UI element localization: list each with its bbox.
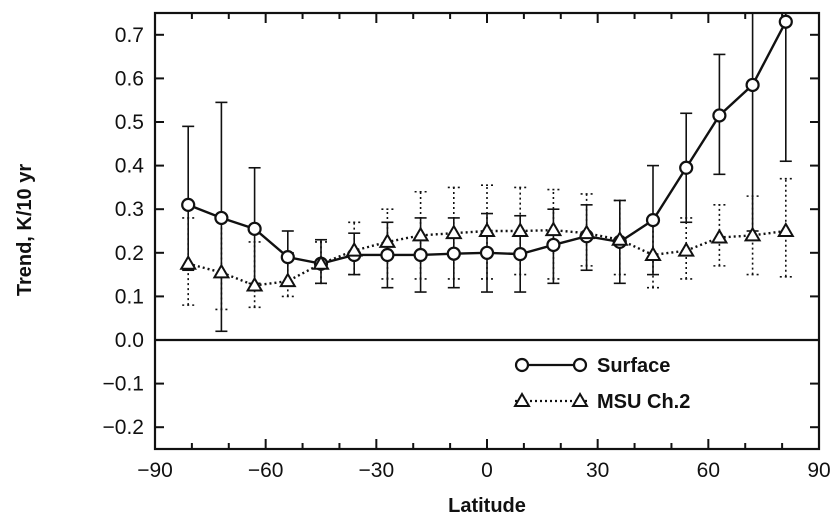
- surface-data-point: [280, 250, 295, 265]
- msu-data-point: [511, 222, 529, 237]
- y-axis-title: Trend, K/10 yr: [14, 164, 36, 296]
- msu-data-point: [577, 224, 596, 240]
- msu-data-point: [611, 230, 629, 246]
- msu-data-point: [312, 254, 330, 270]
- surface-data-point: [513, 247, 528, 262]
- legend-surface-marker-left: [514, 357, 530, 373]
- y-tick-label: 0.7: [115, 24, 144, 47]
- x-tick-label: −60: [248, 459, 284, 482]
- msu-data-point: [179, 254, 197, 270]
- surface-data-point: [247, 221, 262, 236]
- y-tick-label: −0.2: [103, 416, 144, 439]
- surface-data-point: [645, 213, 661, 228]
- surface-data-point: [181, 197, 196, 212]
- surface-data-point: [413, 247, 428, 263]
- y-tick-label: 0.2: [115, 242, 144, 265]
- legend-msu-marker-right: [571, 392, 589, 407]
- y-tick-label: 0.6: [115, 67, 144, 90]
- surface-data-point: [679, 160, 694, 175]
- legend: Surface MSU Ch.2: [513, 355, 690, 413]
- legend-surface-marker-right: [572, 357, 588, 373]
- y-tick-label: 0.3: [115, 198, 144, 221]
- surface-data-point: [380, 247, 395, 263]
- x-tick-label: −30: [359, 459, 395, 482]
- y-tick-label: 0.4: [115, 155, 145, 178]
- ticks-layer: −0.2 −0.1 0.0 0.1 0.2 0.3 0.4 0.5 0.6 0.7 −90 −60 −3…: [103, 13, 831, 482]
- surface-data-point: [546, 237, 561, 253]
- y-tick-label: 0.5: [115, 111, 144, 134]
- surface-data-point: [479, 245, 495, 260]
- error-bars-layer: [182, 12, 792, 333]
- msu-data-point: [345, 241, 363, 257]
- msu-data-point: [644, 245, 662, 261]
- surface-data-point: [214, 210, 229, 226]
- msu-data-point: [212, 263, 231, 279]
- surface-data-point: [712, 108, 727, 123]
- x-tick-label: 60: [697, 459, 720, 482]
- msu-data-point: [478, 222, 496, 237]
- msu-data-point: [411, 226, 430, 242]
- msu-data-point: [378, 232, 397, 248]
- x-tick-label: 30: [586, 459, 609, 482]
- legend-msu-marker-left: [513, 392, 531, 407]
- msu-data-point: [777, 222, 795, 237]
- msu-data-point: [245, 276, 264, 292]
- markers-layer: [179, 14, 795, 292]
- x-tick-label: 0: [481, 459, 493, 482]
- legend-surface-label: Surface: [597, 355, 670, 377]
- x-axis-title: Latitude: [448, 495, 526, 517]
- surface-data-point: [778, 14, 793, 29]
- msu-data-point: [544, 221, 563, 237]
- surface-data-point: [446, 246, 461, 261]
- x-tick-label: 90: [807, 459, 830, 482]
- y-tick-label: −0.1: [103, 373, 144, 396]
- x-tick-label: −90: [137, 459, 173, 482]
- y-tick-label: 0.0: [115, 329, 144, 352]
- msu-data-point: [677, 241, 695, 257]
- msu-data-point: [279, 272, 297, 288]
- legend-msu-label: MSU Ch.2: [597, 391, 690, 413]
- msu-data-point: [710, 228, 729, 244]
- y-tick-label: 0.1: [115, 285, 144, 308]
- surface-data-point: [745, 77, 760, 93]
- msu-data-point: [445, 224, 463, 240]
- msu-data-point: [743, 226, 762, 242]
